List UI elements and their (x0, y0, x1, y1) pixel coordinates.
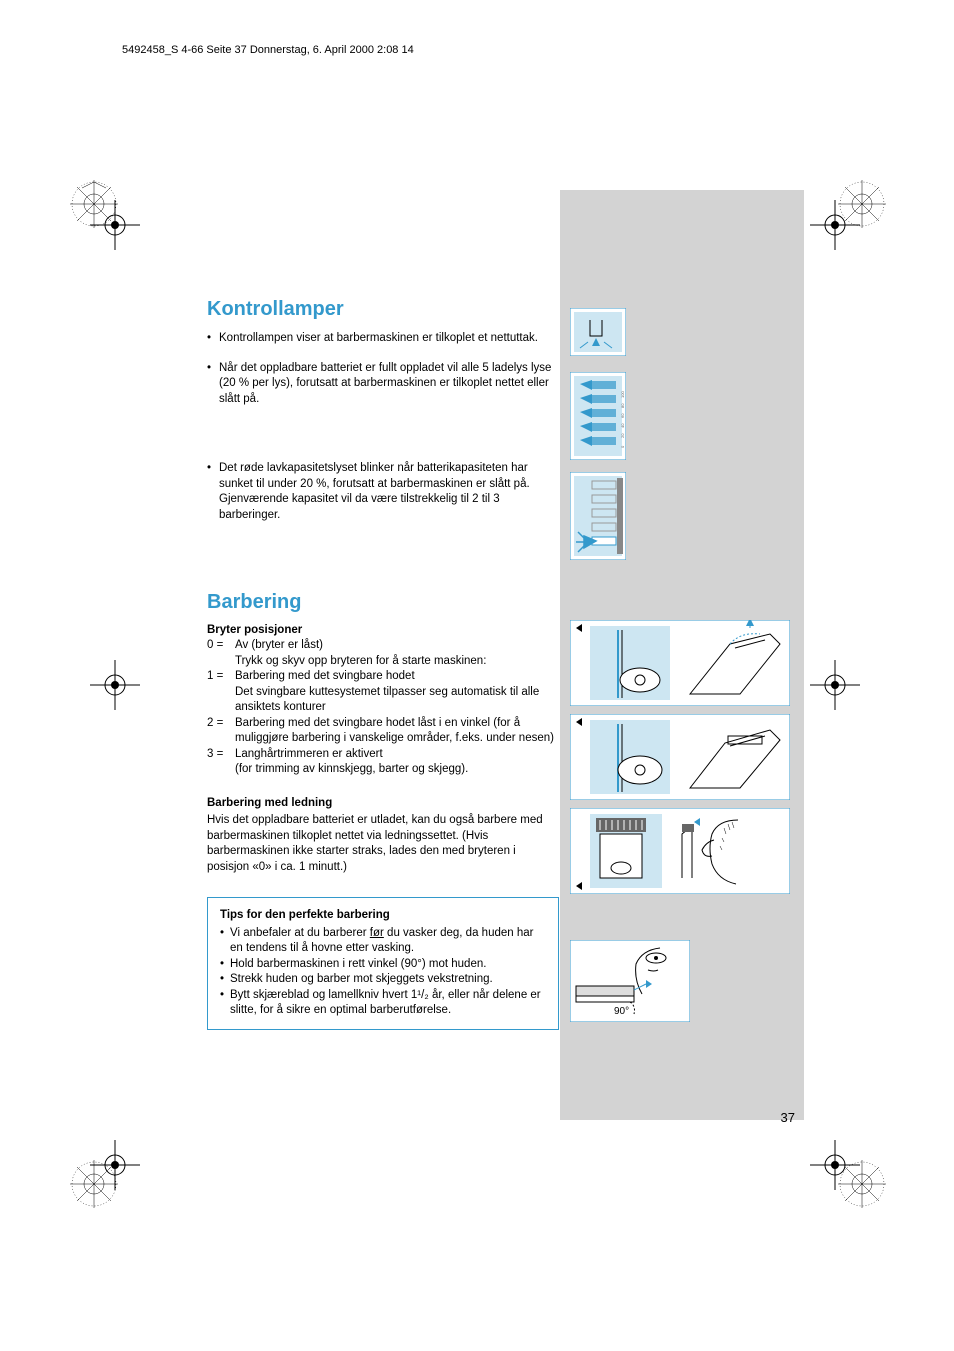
kontrollamper-list: Kontrollampen viser at barbermaskinen er… (207, 331, 559, 523)
tips-list: Vi anbefaler at du barberer før du vaske… (220, 926, 546, 1019)
switch-text: Barbering med det svingbare hodet låst i… (235, 717, 554, 745)
switch-text: Det svingbare kuttesystemet tilpasser se… (235, 686, 539, 714)
switch-num: 2 = (207, 716, 235, 747)
figure-charge-indicator-full: 020406080100 (570, 372, 626, 460)
list-item: Det røde lavkapasitetslyset blinker når … (207, 461, 559, 523)
list-item: Kontrollampen viser at barbermaskinen er… (207, 331, 559, 347)
tips-box: Tips for den perfekte barbering Vi anbef… (207, 897, 559, 1030)
switch-text: Trykk og skyv opp bryteren for å starte … (235, 655, 486, 667)
figure-charge-indicator-low: 020406080 (570, 472, 626, 560)
figure-switch-position-2 (570, 714, 790, 800)
print-header: 5492458_S 4-66 Seite 37 Donnerstag, 6. A… (122, 44, 414, 56)
svg-text:20: 20 (620, 433, 625, 438)
tip-item: Vi anbefaler at du barberer før du vaske… (220, 926, 546, 957)
list-item: Når det oppladbare batteriet er fullt op… (207, 361, 559, 408)
switch-num: 1 = (207, 669, 235, 716)
figure-plug-indicator (570, 308, 626, 356)
switch-text: Barbering med det svingbare hodet (235, 670, 415, 682)
figure-angle-90: 90° (570, 940, 690, 1022)
switch-text: Av (bryter er låst) (235, 639, 323, 651)
corded-body: Hvis det oppladbare batteriet er utladet… (207, 813, 559, 875)
switch-subheading: Bryter posisjoner (207, 624, 559, 636)
tips-heading: Tips for den perfekte barbering (220, 908, 546, 924)
svg-text:100: 100 (620, 391, 625, 398)
corded-section: Barbering med ledning Hvis det oppladbar… (207, 796, 559, 876)
switch-text: (for trimming av kinnskjegg, barter og s… (235, 763, 468, 775)
section-heading-barbering: Barbering (207, 591, 559, 614)
section-heading-kontrollamper: Kontrollamper (207, 298, 559, 321)
text-column: Kontrollamper Kontrollampen viser at bar… (207, 298, 559, 1030)
svg-text:60: 60 (620, 413, 625, 418)
svg-text:80: 80 (620, 403, 625, 408)
switch-num: 3 = (207, 747, 235, 778)
switch-positions: 0 =Av (bryter er låst) Trykk og skyv opp … (207, 638, 559, 778)
tip-item: Strekk huden og barber mot skjeggets vek… (220, 972, 546, 988)
switch-num: 0 = (207, 638, 235, 669)
switch-text: Langhårtrimmeren er aktivert (235, 748, 383, 760)
page: Kontrollamper Kontrollampen viser at bar… (95, 190, 855, 1190)
figure-switch-position-3 (570, 808, 790, 894)
page-number: 37 (781, 1110, 795, 1125)
svg-text:40: 40 (620, 423, 625, 428)
figure-switch-position-1 (570, 620, 790, 706)
tip-item: Hold barbermaskinen i rett vinkel (90°) … (220, 957, 546, 973)
corded-heading: Barbering med ledning (207, 796, 559, 812)
section-barbering: Barbering Bryter posisjoner 0 =Av (bryte… (207, 591, 559, 1030)
svg-text:90°: 90° (614, 1006, 629, 1017)
tip-item: Bytt skjæreblad og lamellkniv hvert 1¹/₂… (220, 988, 546, 1019)
